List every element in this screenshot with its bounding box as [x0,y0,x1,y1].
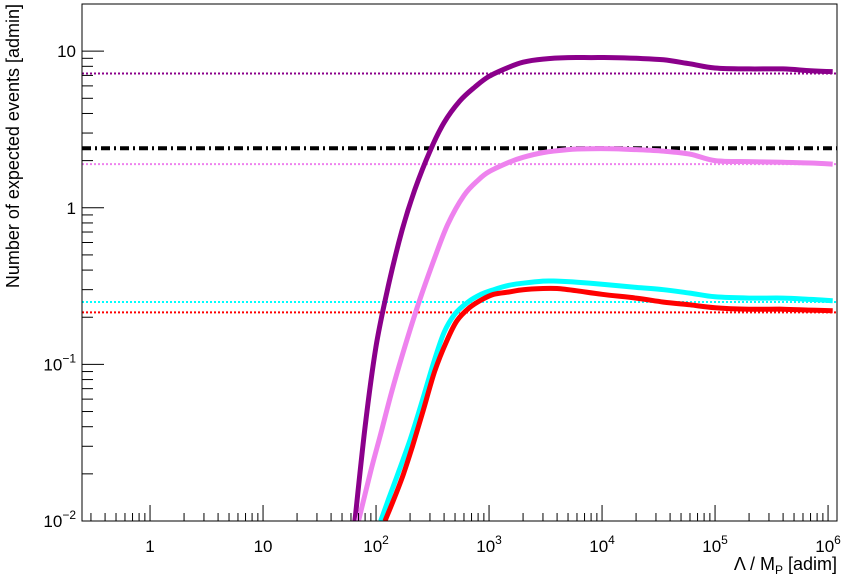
y-axis-title: Number of expected events [admin] [3,4,23,288]
x-tick-base: 10 [815,537,834,556]
x-tick-label: 104 [589,533,615,556]
y-tick-exponent: −2 [62,508,76,522]
reference-lines [82,72,837,314]
y-tick-base: 1 [67,199,76,218]
x-tick-exponent: 3 [495,533,502,547]
series-line-1 [356,146,833,521]
series-line-3 [382,285,833,521]
y-tick-label: 1 [67,199,76,218]
x-tick-base: 10 [702,537,721,556]
x-tick-label: 106 [815,533,841,556]
series-line-2 [378,278,833,521]
x-tick-exponent: 4 [608,533,615,547]
axis-ticks [82,3,829,522]
x-axis-title-subscript: P [775,563,783,577]
x-tick-exponent: 6 [834,533,841,547]
y-tick-exponent: −1 [62,351,76,365]
x-tick-exponent: 5 [721,533,728,547]
series-lines [352,54,833,521]
x-tick-label: 103 [476,533,502,556]
y-tick-base: 10 [57,42,76,61]
x-tick-base: 10 [254,537,273,556]
y-tick-label: 10 [57,42,76,61]
x-tick-base: 10 [589,537,608,556]
series-line-0 [352,54,833,521]
plot-frame [81,3,838,522]
y-tick-label: 10−1 [43,351,76,374]
x-tick-base: 1 [145,537,154,556]
x-tick-base: 10 [363,537,382,556]
x-tick-label: 102 [363,533,389,556]
x-axis-title: Λ / MP [adim] [734,554,837,577]
x-tick-base: 10 [476,537,495,556]
y-tick-base: 10 [43,355,62,374]
y-tick-label: 10−2 [43,508,76,531]
x-axis-title-unit: [adim] [788,554,837,574]
x-tick-label: 105 [702,533,728,556]
y-tick-base: 10 [43,512,62,531]
x-tick-label: 1 [145,537,154,556]
x-axis-title-main: Λ / M [734,554,775,574]
x-tick-label: 10 [254,537,273,556]
x-tick-exponent: 2 [382,533,389,547]
